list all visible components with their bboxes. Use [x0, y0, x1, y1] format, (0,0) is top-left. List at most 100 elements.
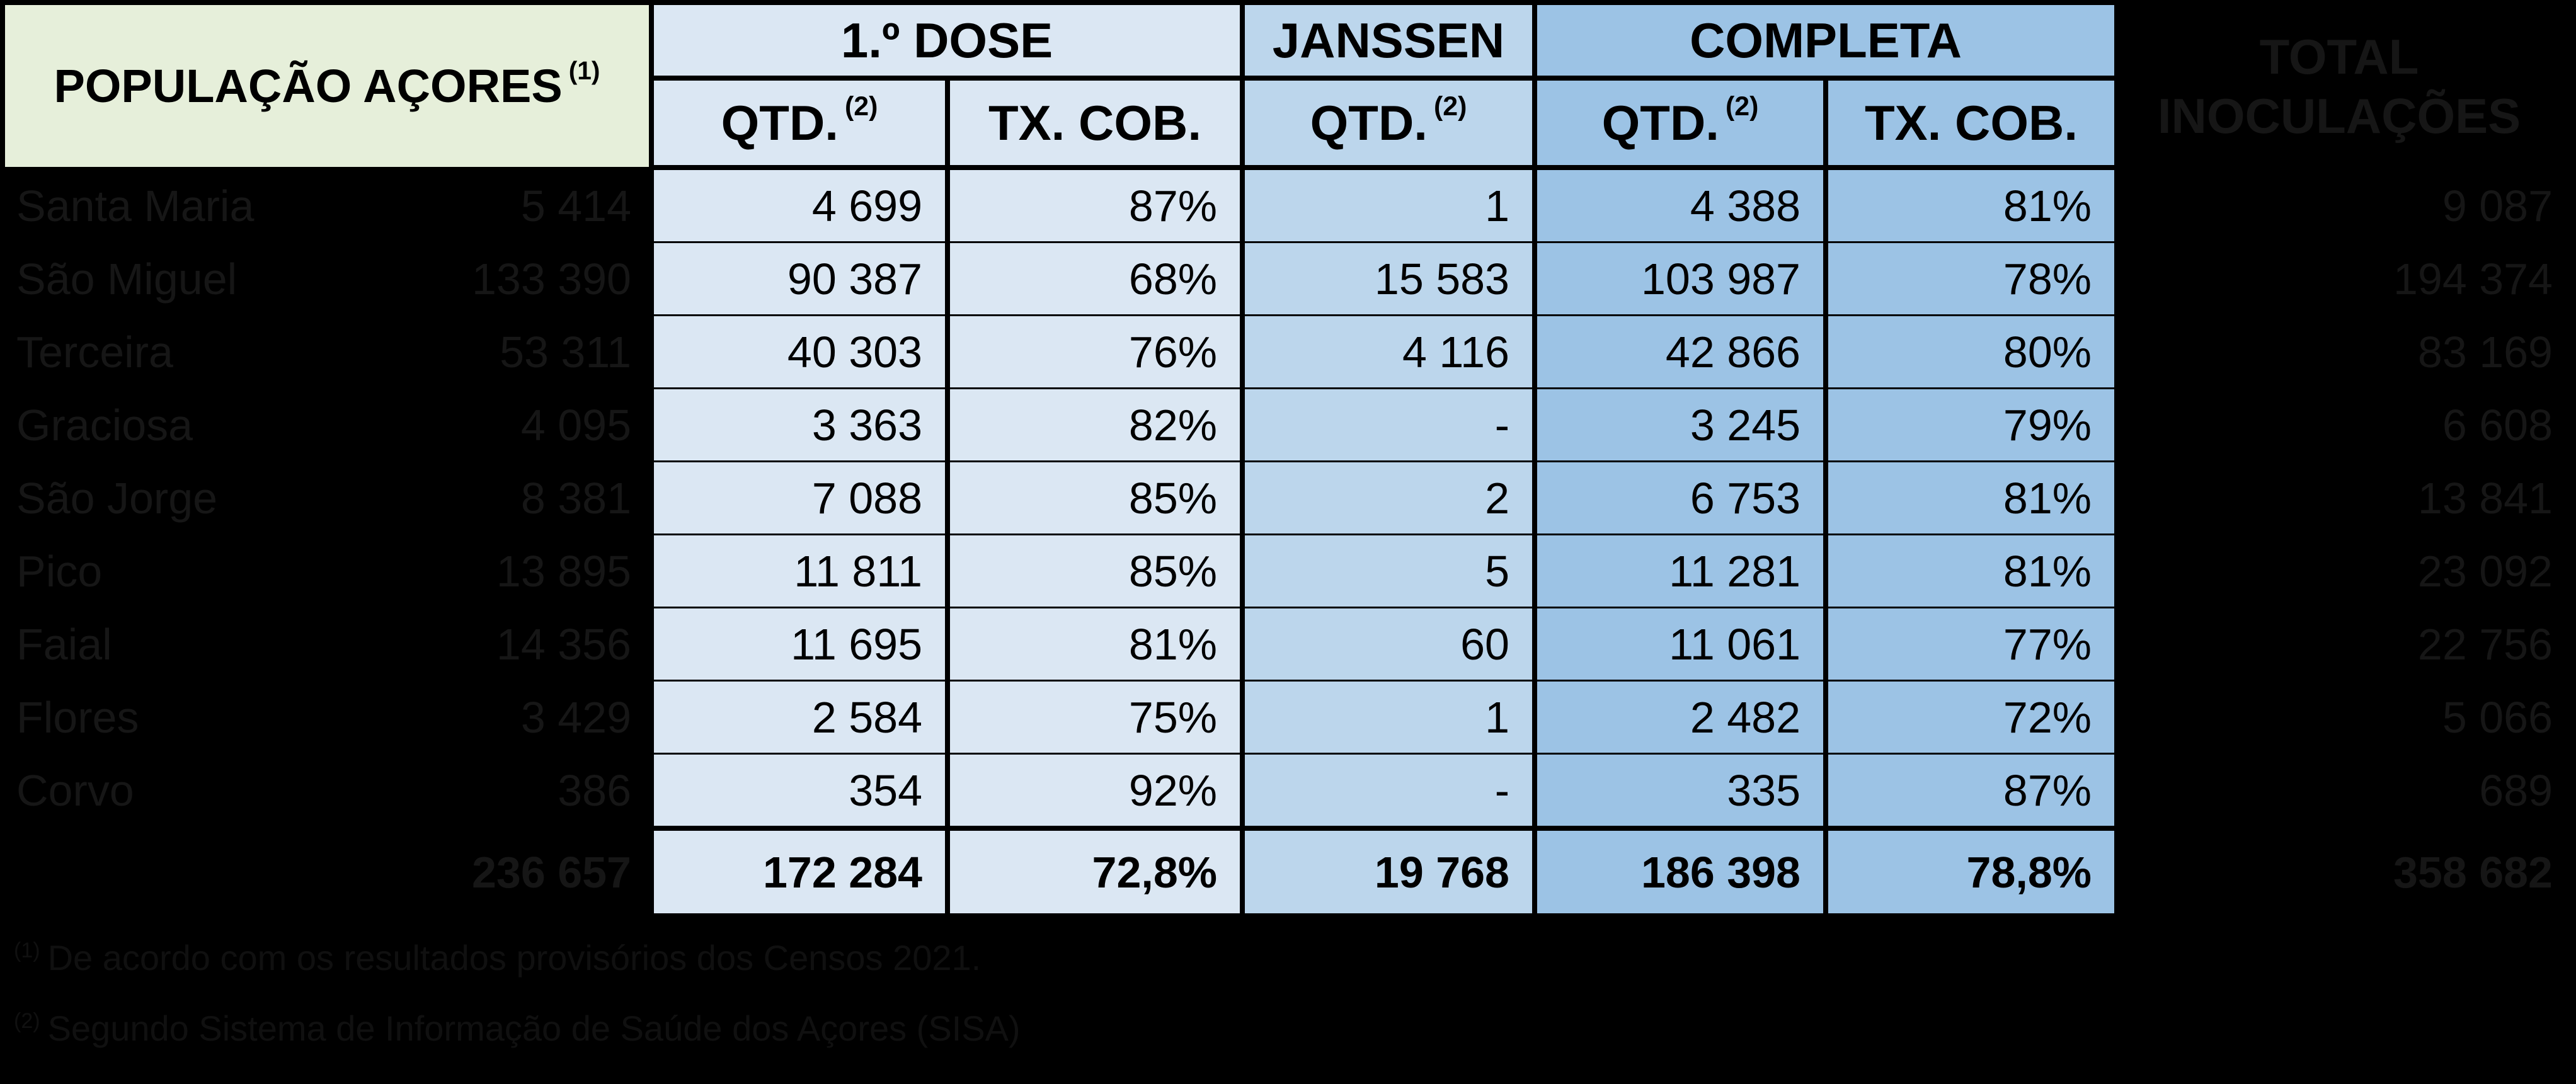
dose1_tx-cell: 85%: [950, 462, 1240, 533]
total-inoculacoes-value: 83 169: [2417, 327, 2553, 377]
dose1_tx-cell: 92%: [950, 755, 1240, 826]
completa_tx-cell: 81%: [1828, 170, 2114, 241]
janssen_qtd-cell: 15 583: [1245, 243, 1532, 314]
island-name: Santa Maria: [16, 181, 255, 231]
subheader-janssen-qtd-sup: (2): [1433, 91, 1467, 122]
dose1_qtd-cell: 11 811: [654, 535, 945, 607]
footnote-1-text: De acordo com os resultados provisórios …: [47, 938, 982, 978]
total-dose1_tx-cell: 72,8%: [950, 831, 1240, 913]
hidden-total-inoculations-header: TOTAL INOCULAÇÕES: [2122, 9, 2556, 165]
dose1_qtd-cell: 7 088: [654, 462, 945, 533]
population-value: 53 311: [500, 327, 631, 377]
population-value: 3 429: [520, 692, 631, 742]
completa_qtd-cell: 3 245: [1537, 389, 1823, 460]
subheader-janssen-qtd: QTD. (2): [1245, 81, 1532, 165]
dose1_qtd-cell: 11 695: [654, 608, 945, 680]
island-name: Faial: [16, 619, 112, 669]
group-header-completa: COMPLETA: [1537, 5, 2114, 76]
group-header-janssen: JANSSEN: [1245, 5, 1532, 76]
group-header-completa-label: COMPLETA: [1690, 12, 1962, 68]
dose1_qtd-cell: 90 387: [654, 243, 945, 314]
total-inoculacoes-value: 6 608: [2442, 400, 2553, 450]
total-inoculacoes-value: 23 092: [2417, 546, 2553, 596]
dose1_qtd-cell: 3 363: [654, 389, 945, 460]
population-value: 133 390: [471, 254, 631, 304]
subheader-dose1-qtd-label: QTD.: [721, 94, 839, 151]
dose1_tx-cell: 68%: [950, 243, 1240, 314]
subheader-dose1-qtd-sup: (2): [844, 91, 878, 122]
dose1_qtd-cell: 2 584: [654, 682, 945, 753]
footnote-2-text: Segundo Sistema de Informação de Saúde d…: [47, 1008, 1021, 1048]
total-inoculacoes-value: 689: [2479, 765, 2553, 815]
dose1_tx-cell: 75%: [950, 682, 1240, 753]
population-value: 13 895: [496, 546, 631, 596]
completa_qtd-cell: 4 388: [1537, 170, 1823, 241]
janssen_qtd-cell: -: [1245, 389, 1532, 460]
group-header-janssen-label: JANSSEN: [1272, 12, 1505, 68]
completa_tx-cell: 81%: [1828, 462, 2114, 533]
janssen_qtd-cell: 4 116: [1245, 316, 1532, 387]
dose1_tx-cell: 85%: [950, 535, 1240, 607]
dose1_qtd-cell: 40 303: [654, 316, 945, 387]
completa_tx-cell: 77%: [1828, 608, 2114, 680]
total-inoculacoes-value: 9 087: [2442, 181, 2553, 231]
completa_tx-cell: 72%: [1828, 682, 2114, 753]
janssen_qtd-cell: -: [1245, 755, 1532, 826]
total-dose1_qtd-cell: 172 284: [654, 831, 945, 913]
population-title-footnote-marker: (1): [568, 55, 600, 85]
completa_qtd-cell: 11 281: [1537, 535, 1823, 607]
janssen_qtd-cell: 2: [1245, 462, 1532, 533]
completa_qtd-cell: 2 482: [1537, 682, 1823, 753]
completa_qtd-cell: 11 061: [1537, 608, 1823, 680]
subheader-completa-qtd-label: QTD.: [1601, 94, 1719, 151]
dose1_tx-cell: 87%: [950, 170, 1240, 241]
population-value: 14 356: [496, 619, 631, 669]
population-value: 386: [558, 765, 631, 815]
population-value: 5 414: [520, 181, 631, 231]
completa_qtd-cell: 42 866: [1537, 316, 1823, 387]
island-name: Pico: [16, 546, 103, 596]
group-header-1dose-label: 1.º DOSE: [840, 12, 1053, 68]
group-header-1dose: 1.º DOSE: [654, 5, 1240, 76]
completa_tx-cell: 78%: [1828, 243, 2114, 314]
janssen_qtd-cell: 1: [1245, 682, 1532, 753]
dose1_qtd-cell: 4 699: [654, 170, 945, 241]
completa_tx-cell: 81%: [1828, 535, 2114, 607]
completa_tx-cell: 79%: [1828, 389, 2114, 460]
subheader-dose1-qtd: QTD. (2): [654, 81, 945, 165]
completa_qtd-cell: 103 987: [1537, 243, 1823, 314]
total-population-value: 236 657: [471, 847, 631, 897]
janssen_qtd-cell: 5: [1245, 535, 1532, 607]
footnote-1-marker: (1): [14, 939, 40, 963]
completa_qtd-cell: 6 753: [1537, 462, 1823, 533]
total-inoculacoes-value: 13 841: [2417, 473, 2553, 523]
footnote-2: (2) Segundo Sistema de Informação de Saúd…: [14, 1008, 1021, 1049]
completa_qtd-cell: 335: [1537, 755, 1823, 826]
total-completa_tx-cell: 78,8%: [1828, 831, 2114, 913]
island-name: São Miguel: [16, 254, 238, 304]
total-inoculacoes-value: 5 066: [2442, 692, 2553, 742]
subheader-dose1-txcob: TX. COB.: [950, 81, 1240, 165]
island-name: Flores: [16, 692, 139, 742]
total-inoculacoes-grand-total: 358 682: [2393, 847, 2553, 897]
dose1_tx-cell: 82%: [950, 389, 1240, 460]
total-completa_qtd-cell: 186 398: [1537, 831, 1823, 913]
dose1_tx-cell: 76%: [950, 316, 1240, 387]
dose1_tx-cell: 81%: [950, 608, 1240, 680]
total-inoculacoes-value: 194 374: [2393, 254, 2553, 304]
island-name: Corvo: [16, 765, 134, 815]
island-name: Graciosa: [16, 400, 193, 450]
hidden-total-inoculations-label: TOTAL INOCULAÇÕES: [2157, 29, 2521, 144]
completa_tx-cell: 80%: [1828, 316, 2114, 387]
total-inoculacoes-value: 22 756: [2417, 619, 2553, 669]
island-name: Terceira: [16, 327, 173, 377]
janssen_qtd-cell: 1: [1245, 170, 1532, 241]
dose1_qtd-cell: 354: [654, 755, 945, 826]
population-title-text: POPULAÇÃO AÇORES: [54, 60, 563, 112]
subheader-completa-qtd-sup: (2): [1725, 91, 1759, 122]
completa_tx-cell: 87%: [1828, 755, 2114, 826]
subheader-dose1-txcob-label: TX. COB.: [988, 94, 1201, 151]
population-value: 8 381: [520, 473, 631, 523]
island-name: São Jorge: [16, 473, 218, 523]
